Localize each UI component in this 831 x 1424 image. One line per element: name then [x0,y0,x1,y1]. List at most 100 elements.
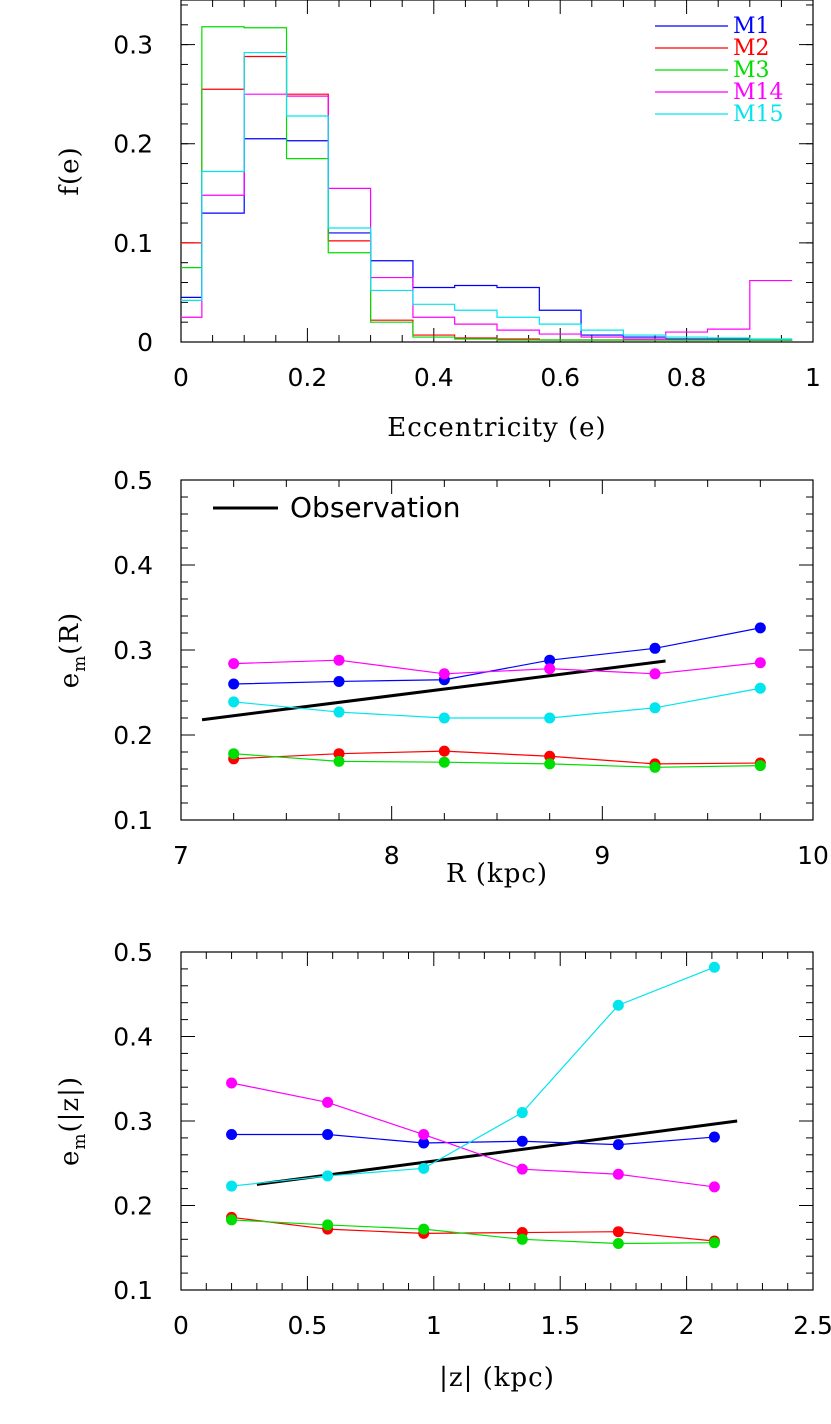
data-point-M1 [322,1129,334,1141]
series-line-M1 [233,627,761,685]
series-line-M3 [231,1219,715,1245]
series-line-M15 [231,966,715,1187]
data-point-M2 [544,750,556,762]
x-tick-label: 0.5 [288,1311,328,1340]
x-tick-label: 0.4 [414,363,454,392]
data-point-M2 [333,748,345,760]
x-tick-label: 1 [426,1311,442,1340]
plot-frame [180,479,814,821]
y-tick-label: 0.4 [113,1023,153,1052]
legend-label-M3: M3 [733,58,770,83]
data-point-M15 [226,1180,238,1192]
y-tick-label: 0.3 [113,31,153,60]
y-tick-label: 0.1 [113,229,153,258]
series-line-M3 [233,753,761,768]
data-point-M2 [438,745,450,757]
x-axis-label: |z| (kpc) [439,1363,555,1393]
data-point-M15 [649,702,661,714]
data-point-M14 [226,1077,238,1089]
data-point-M14 [438,668,450,680]
data-point-M1 [228,678,240,690]
data-point-M14 [322,1096,334,1108]
y-tick-label: 0.2 [113,721,153,750]
data-point-M3 [754,760,766,772]
x-tick-label: 1 [805,363,821,392]
data-point-M3 [708,1237,720,1249]
histogram-series-M2 [181,55,793,341]
plot-area [201,622,766,773]
data-point-M14 [708,1181,720,1193]
y-tick-label: 0.2 [113,130,153,159]
y-axis-label-subscript: m [70,655,90,672]
y-tick-label: 0.3 [113,1107,153,1136]
data-point-M15 [333,706,345,718]
legend-label-M2: M2 [733,36,770,61]
data-point-M3 [226,1214,238,1226]
data-point-M15 [228,696,240,708]
x-axis-label: R (kpc) [446,859,548,889]
legend-label-M1: M1 [733,14,770,39]
data-point-M14 [333,654,345,666]
y-tick-label: 0.5 [113,466,153,495]
histogram-series-M3 [181,26,793,341]
data-point-M14 [612,1168,624,1180]
legend-observation-label: Observation [290,491,461,524]
plot-area [181,26,793,341]
x-tick-label: 0.8 [667,363,707,392]
data-point-M14 [754,657,766,669]
y-tick-label: 0.4 [113,551,153,580]
data-point-M14 [418,1129,430,1141]
y-tick-label: 0.5 [113,938,153,967]
data-point-M3 [612,1238,624,1250]
x-tick-label: 8 [384,841,400,870]
data-point-M1 [226,1129,238,1141]
data-point-M1 [612,1139,624,1151]
data-point-M1 [708,1131,720,1143]
data-point-M3 [516,1233,528,1245]
y-axis-label-main: e [55,1150,85,1166]
data-point-M15 [322,1170,334,1182]
data-point-M3 [228,748,240,760]
data-point-M3 [544,758,556,770]
histogram-series-M15 [181,51,793,340]
data-point-M15 [438,712,450,724]
y-tick-label: 0.3 [113,636,153,665]
data-point-M15 [544,712,556,724]
x-axis-label: Eccentricity (e) [387,413,606,443]
data-point-M3 [438,756,450,768]
eccentricity-vs-radius-panel: 7 8 9 10 0.1 0.2 0.3 0.4 0.5 R (kpc) em(R) Observat… [55,466,829,889]
plot-frame [180,0,814,343]
series-line-M2 [231,1216,715,1242]
series-line-M15 [233,687,761,719]
data-point-M1 [544,654,556,666]
y-tick-label: 0.1 [113,806,153,835]
y-tick-label: 0 [137,328,153,357]
x-tick-label: 0.6 [540,363,580,392]
x-tick-label: 2.5 [793,1311,831,1340]
series-line-M2 [233,750,761,765]
data-point-M14 [228,658,240,670]
series-line-M1 [231,1133,715,1146]
series-line-M14 [231,1082,715,1188]
data-point-M15 [612,999,624,1011]
y-axis-label: f(e) [55,146,85,195]
data-point-M14 [516,1163,528,1175]
data-point-M15 [708,961,720,973]
data-point-M1 [754,622,766,634]
legend-label-M14: M14 [733,80,784,105]
data-point-M15 [418,1162,430,1174]
x-tick-label: 10 [797,841,829,870]
data-point-M3 [418,1223,430,1235]
data-point-M14 [649,668,661,680]
eccentricity-histogram-panel: 0 0.2 0.4 0.6 0.8 1 0 0.1 0.2 0.3 Eccentricity (e)… [55,0,821,443]
histogram-series-M14 [181,93,793,340]
y-axis-label-main: e [55,672,85,688]
legend-label-M15: M15 [733,102,784,127]
data-point-M2 [612,1226,624,1238]
data-point-M15 [754,682,766,694]
data-point-M14 [544,663,556,675]
y-tick-label: 0.1 [113,1276,153,1305]
y-tick-label: 0.2 [113,1192,153,1221]
x-tick-label: 0.2 [288,363,328,392]
